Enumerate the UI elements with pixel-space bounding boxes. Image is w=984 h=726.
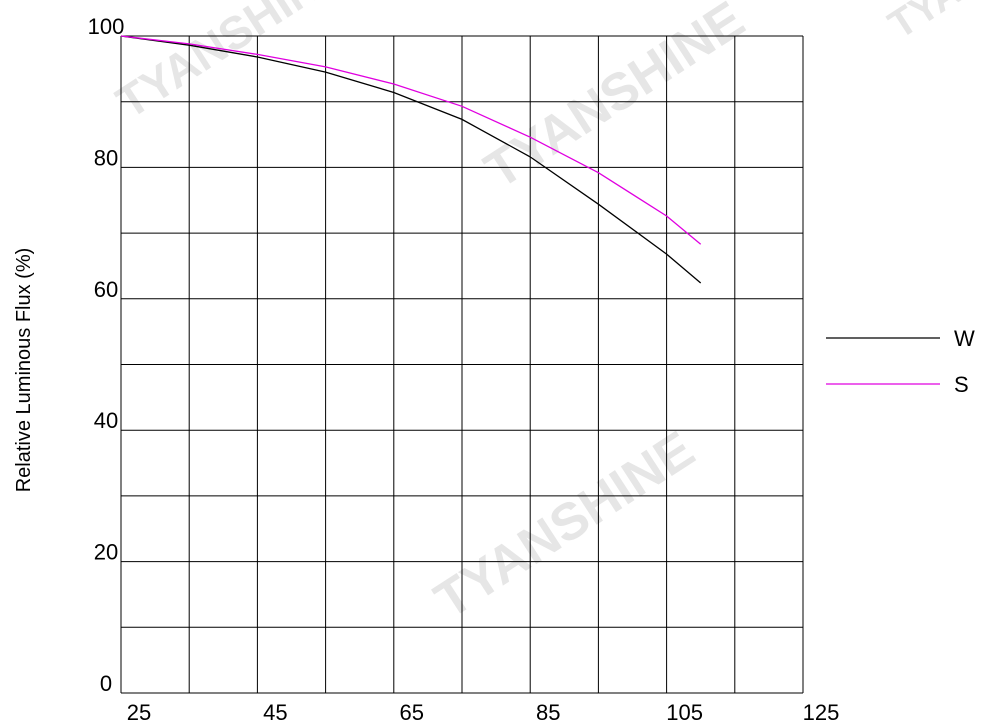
watermark-text: TYANSHINE	[425, 420, 705, 630]
y-tick-label: 20	[94, 540, 118, 565]
y-tick-label: 0	[100, 671, 112, 696]
y-tick-label: 60	[94, 277, 118, 302]
series-layer	[120, 35, 702, 284]
x-tick-label: 85	[536, 700, 560, 725]
x-tick-label: 65	[400, 700, 424, 725]
series-line-w	[120, 35, 702, 284]
legend: WS	[826, 326, 975, 397]
y-tick-label: 100	[88, 14, 125, 39]
y-tick-label: 40	[94, 408, 118, 433]
watermark-text: TYANSHINE	[881, 0, 984, 48]
y-axis-title: Relative Luminous Flux (%)	[13, 248, 35, 493]
x-tick-label: 125	[803, 700, 840, 725]
series-line-s	[120, 35, 702, 245]
watermark-text: TYANSHINE	[107, 0, 355, 128]
watermark-layer: TYANSHINE TYANSHINE TYANSHINE TYANSHINE	[107, 0, 984, 630]
x-tick-label: 105	[666, 700, 703, 725]
x-tick-label: 45	[263, 700, 287, 725]
legend-label-w: W	[954, 326, 975, 351]
x-tick-labels: 25 45 65 85 105 125	[127, 700, 840, 725]
watermark-text: TYANSHINE	[475, 0, 755, 200]
y-tick-label: 80	[94, 145, 118, 170]
grid	[120, 35, 804, 694]
y-tick-labels: 0 20 40 60 80 100	[88, 14, 125, 696]
legend-label-s: S	[954, 372, 969, 397]
x-tick-label: 25	[127, 700, 151, 725]
